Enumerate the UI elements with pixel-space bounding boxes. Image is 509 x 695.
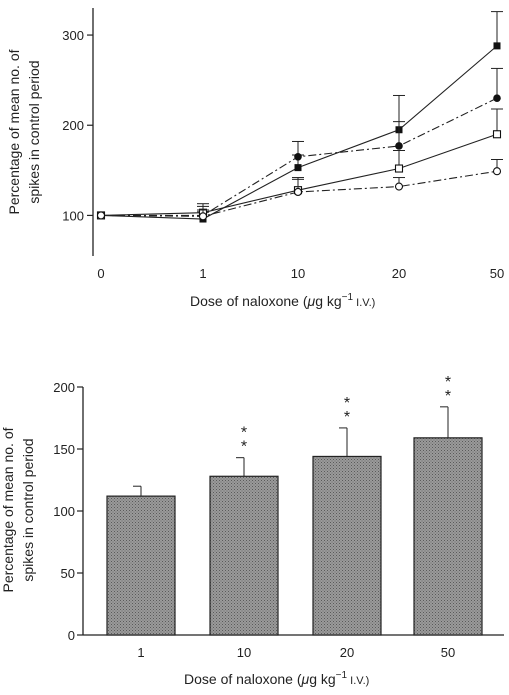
line-chart-y-ticks: 100 200 300 — [62, 28, 93, 223]
x-tick-label: 0 — [97, 266, 104, 281]
data-point — [492, 130, 502, 139]
series-open-square — [96, 108, 503, 220]
data-point — [493, 94, 501, 102]
significance-marker: * — [241, 439, 247, 456]
data-point — [198, 212, 208, 221]
y-tick-label: 0 — [68, 628, 75, 643]
bar-chart-xlabel: Dose of naloxone (μg kg−1 I.V.) — [184, 670, 369, 687]
data-point — [394, 164, 404, 173]
y-tick-label: 200 — [62, 118, 84, 133]
data-point — [394, 182, 404, 191]
line-chart-ylabel-line1: Percentage of mean no. of — [6, 49, 22, 214]
data-point — [493, 42, 501, 50]
line-chart: 100 200 300 0 1 10 20 50 Percentage of mean no… — [6, 8, 504, 309]
x-tick-label: 20 — [340, 645, 354, 660]
significance-marker: * — [445, 388, 451, 405]
y-tick-label: 50 — [61, 566, 75, 581]
significance-marker: * — [344, 395, 350, 412]
y-tick-label: 150 — [53, 442, 75, 457]
x-tick-label: 10 — [291, 266, 305, 281]
data-point — [293, 187, 303, 197]
bar-chart-y-ticks: 0 50 100 150 200 — [53, 380, 83, 643]
line-chart-series — [96, 11, 503, 223]
x-tick-label: 10 — [237, 645, 251, 660]
line-chart-x-ticks: 0 1 10 20 50 — [97, 266, 504, 281]
bar-chart-ylabel-line1: Percentage of mean no. of — [0, 427, 16, 592]
data-point — [294, 153, 302, 161]
x-tick-label: 20 — [392, 266, 406, 281]
significance-marker: * — [241, 425, 247, 442]
significance-marker: * — [445, 374, 451, 391]
bar — [209, 475, 279, 636]
x-tick-label: 50 — [441, 645, 455, 660]
series-line — [100, 170, 498, 217]
data-point — [395, 142, 403, 150]
series-open-circle — [96, 159, 503, 221]
bar — [106, 495, 176, 636]
y-tick-label: 300 — [62, 28, 84, 43]
bar-chart-bars: ****** — [106, 374, 483, 636]
x-tick-label: 1 — [199, 266, 206, 281]
y-tick-label: 100 — [62, 208, 84, 223]
line-chart-xlabel: Dose of naloxone (μg kg−1 I.V.) — [190, 292, 375, 309]
data-point — [492, 167, 502, 176]
bar-chart-x-ticks: 1 10 20 50 — [137, 645, 455, 660]
bar — [312, 455, 382, 636]
line-chart-ylabel-line2: spikes in control period — [26, 60, 42, 203]
series-filled-circle — [97, 67, 503, 220]
y-tick-label: 100 — [53, 504, 75, 519]
data-point — [96, 211, 106, 220]
series-line — [100, 133, 498, 216]
bar-chart-ylabel-line2: spikes in control period — [20, 438, 36, 581]
data-point — [294, 164, 302, 172]
x-tick-label: 1 — [137, 645, 144, 660]
bar — [413, 437, 483, 636]
significance-marker: * — [344, 409, 350, 426]
x-tick-label: 50 — [490, 266, 504, 281]
y-tick-label: 200 — [53, 380, 75, 395]
